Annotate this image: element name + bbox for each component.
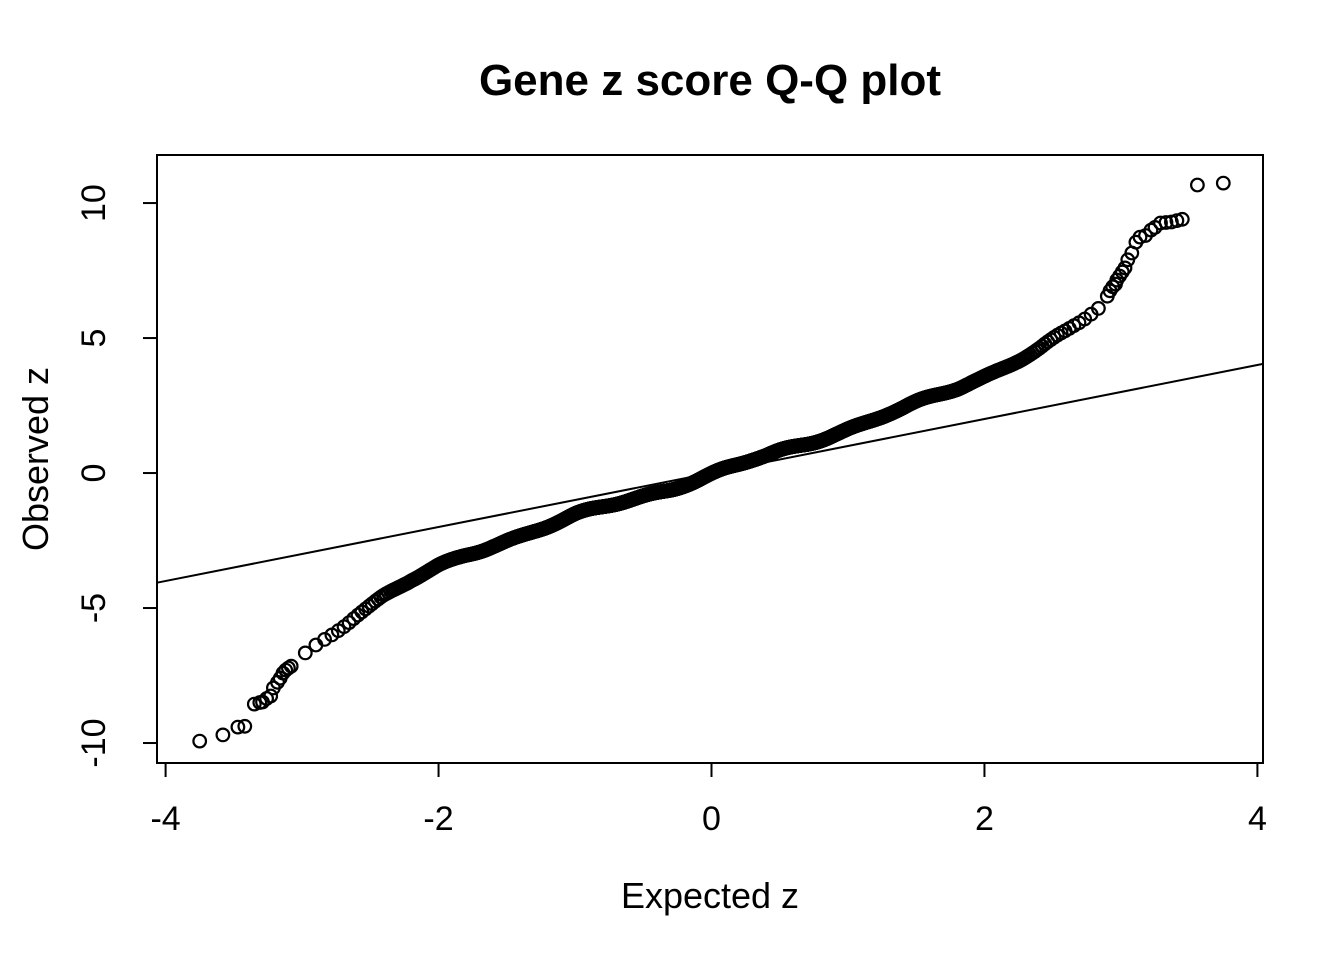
y-tick-label: 0 [75,464,113,483]
y-axis-ticks-group: -10 -5 0 5 10 [75,184,157,768]
data-point [1215,175,1231,191]
reference-line [156,362,1264,584]
data-point [1158,215,1174,230]
data-point [237,718,253,734]
y-axis-label: Observed z [15,367,56,551]
data-point [263,688,279,704]
plot-box [156,154,1264,764]
data-point [1117,260,1133,276]
x-tick-label: 0 [702,800,721,838]
data-point [1174,211,1190,227]
y-tick-label: -10 [75,718,113,767]
x-axis-ticks-group: -4 -2 0 2 4 [150,763,1267,838]
chart-title: Gene z score Q-Q plot [479,56,941,105]
x-tick-label: 2 [975,800,994,838]
x-tick-label: 4 [1248,800,1267,838]
data-point [317,632,333,647]
y-tick-label: -5 [75,593,113,623]
y-tick-label: 5 [75,329,113,348]
data-point [192,733,208,749]
data-point [341,615,357,630]
data-point [215,727,231,743]
scatter-points-group [192,175,1231,749]
x-axis-label: Expected z [621,875,799,916]
data-point [297,645,313,661]
x-tick-label: -4 [150,800,180,838]
x-tick-label: -2 [423,800,453,838]
data-point [230,719,246,735]
y-tick-label: 10 [75,184,113,222]
data-point [1153,215,1168,231]
data-point [1090,301,1106,316]
data-point [1189,177,1205,193]
data-point [283,658,299,674]
